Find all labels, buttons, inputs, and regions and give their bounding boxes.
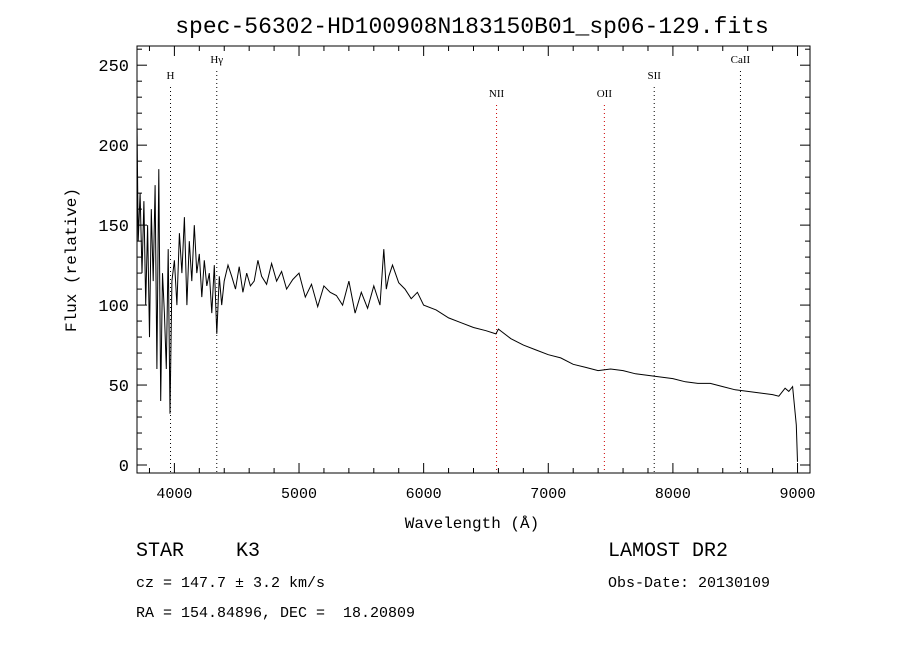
line-marker-label: NII	[489, 88, 505, 100]
object-class: STAR	[136, 540, 185, 563]
plot-frame	[136, 45, 811, 474]
spectral-subclass: K3	[236, 540, 261, 563]
y-tick-label: 200	[98, 138, 129, 157]
y-tick-label: 100	[98, 298, 129, 317]
x-axis-label: Wavelength (Å)	[405, 515, 539, 533]
redshift-value: cz = 147.7 ± 3.2 km/s	[136, 575, 326, 592]
spectral-line-markers: H Hγ NII OII SII CaII	[167, 54, 751, 473]
y-axis-label: Flux (relative)	[63, 188, 81, 332]
survey-name: LAMOST DR2	[608, 540, 729, 563]
line-marker-label: SII	[647, 70, 661, 82]
chart-title: spec-56302-HD100908N183150B01_sp06-129.f…	[175, 14, 769, 40]
coordinates: RA = 154.84896, DEC = 18.20809	[136, 605, 416, 622]
y-tick-label: 250	[98, 58, 129, 77]
x-tick-label: 6000	[406, 486, 442, 503]
spectrum-line	[136, 121, 798, 462]
y-tick-label: 150	[98, 218, 129, 237]
observation-date: Obs-Date: 20130109	[608, 575, 771, 592]
line-marker-label: CaII	[731, 54, 751, 66]
y-tick-label: 0	[119, 458, 129, 477]
line-marker-label: OII	[597, 88, 613, 100]
x-tick-label: 9000	[780, 486, 816, 503]
y-axis: 0 50 100 150 200 250	[98, 48, 810, 477]
y-tick-label: 50	[109, 378, 129, 397]
line-marker-label: Hγ	[210, 54, 223, 66]
x-axis: 4000 5000 6000 7000 8000 9000	[148, 46, 816, 503]
x-tick-label: 8000	[655, 486, 691, 503]
line-marker-label: H	[167, 70, 175, 82]
x-tick-label: 7000	[530, 486, 566, 503]
x-tick-label: 4000	[156, 486, 192, 503]
x-tick-label: 5000	[281, 486, 317, 503]
